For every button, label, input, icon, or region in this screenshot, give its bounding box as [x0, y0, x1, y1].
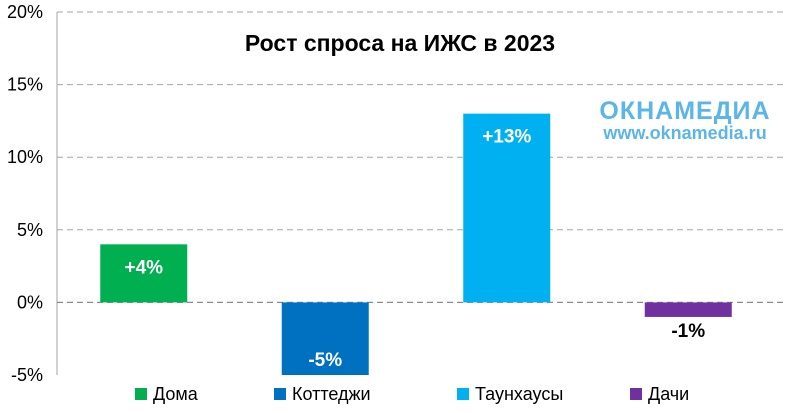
- data-labels: +4% -5% +13% -1%: [124, 127, 705, 371]
- bar-1: [100, 244, 188, 303]
- legend-item: Дома: [135, 384, 199, 404]
- y-tick-label: 0%: [17, 292, 43, 312]
- bar-2: [281, 302, 369, 375]
- y-tick-label: -5%: [11, 365, 43, 385]
- watermark: ОКНАМЕДИА www.oknamedia.ru: [599, 97, 770, 143]
- chart-title: Рост спроса на ИЖС в 2023: [245, 30, 555, 56]
- legend-label: Коттеджи: [292, 384, 371, 404]
- legend-item: Коттеджи: [274, 384, 371, 404]
- y-axis-ticks: -5% 0% 5% 10% 15% 20%: [7, 2, 43, 385]
- y-tick-label: 20%: [7, 2, 43, 22]
- legend-swatch: [457, 388, 469, 400]
- y-tick-label: 15%: [7, 75, 43, 95]
- bar-4: [644, 302, 732, 317]
- legend-item: Таунхаусы: [457, 384, 563, 404]
- bars: [100, 113, 732, 375]
- watermark-brand: ОКНАМЕДИА: [599, 97, 770, 125]
- legend-item: Дачи: [630, 384, 689, 404]
- legend: Дома Коттеджи Таунхаусы Дачи: [135, 384, 689, 404]
- legend-label: Таунхаусы: [475, 384, 563, 404]
- y-tick-label: 5%: [17, 220, 43, 240]
- legend-label: Дачи: [648, 384, 689, 404]
- data-label: +4%: [124, 257, 163, 278]
- legend-swatch: [274, 388, 286, 400]
- legend-swatch: [630, 388, 642, 400]
- data-label: +13%: [482, 127, 531, 148]
- y-tick-label: 10%: [7, 147, 43, 167]
- legend-swatch: [135, 388, 147, 400]
- legend-label: Дома: [153, 384, 199, 404]
- data-label: -5%: [308, 350, 342, 371]
- data-label: -1%: [671, 321, 705, 342]
- bar-3: [463, 113, 551, 303]
- watermark-url: www.oknamedia.ru: [602, 123, 766, 143]
